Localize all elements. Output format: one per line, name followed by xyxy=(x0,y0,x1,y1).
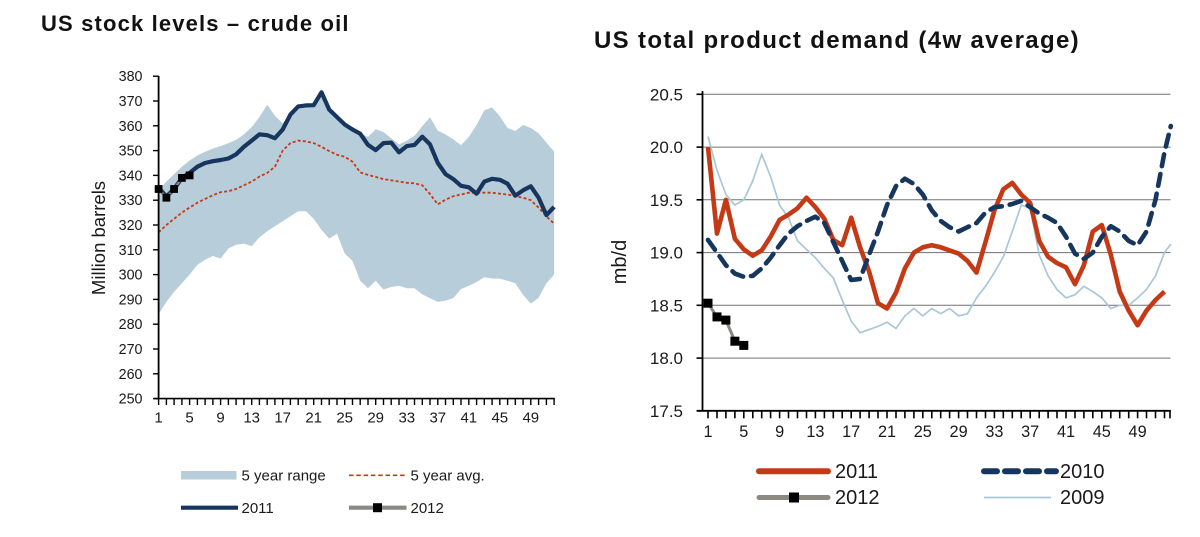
svg-text:45: 45 xyxy=(491,410,508,427)
svg-text:45: 45 xyxy=(1093,423,1111,441)
svg-text:21: 21 xyxy=(878,423,896,441)
svg-text:20.0: 20.0 xyxy=(650,138,683,157)
svg-text:380: 380 xyxy=(119,69,143,85)
svg-text:320: 320 xyxy=(119,218,143,234)
svg-text:280: 280 xyxy=(119,317,143,333)
svg-text:41: 41 xyxy=(460,410,477,427)
svg-text:300: 300 xyxy=(119,268,143,284)
svg-text:370: 370 xyxy=(119,94,143,110)
svg-text:2012: 2012 xyxy=(835,487,880,509)
svg-text:29: 29 xyxy=(367,410,384,427)
svg-text:49: 49 xyxy=(1129,423,1147,441)
svg-text:33: 33 xyxy=(398,410,415,427)
svg-text:5 year avg.: 5 year avg. xyxy=(411,468,485,485)
svg-text:2010: 2010 xyxy=(1060,461,1105,483)
svg-text:340: 340 xyxy=(119,168,143,184)
svg-text:13: 13 xyxy=(243,410,260,427)
svg-text:310: 310 xyxy=(119,243,143,259)
svg-text:19.5: 19.5 xyxy=(650,191,683,210)
svg-text:270: 270 xyxy=(119,342,143,358)
svg-text:1: 1 xyxy=(154,410,162,427)
svg-text:19.0: 19.0 xyxy=(650,244,683,263)
svg-text:2011: 2011 xyxy=(242,500,274,517)
svg-text:37: 37 xyxy=(1021,423,1039,441)
svg-text:360: 360 xyxy=(119,119,143,135)
svg-text:25: 25 xyxy=(336,410,353,427)
svg-text:260: 260 xyxy=(119,367,143,383)
svg-text:5: 5 xyxy=(739,423,748,441)
svg-text:33: 33 xyxy=(985,423,1003,441)
svg-text:290: 290 xyxy=(119,292,143,308)
svg-text:18.5: 18.5 xyxy=(650,296,683,315)
svg-text:5: 5 xyxy=(185,410,193,427)
svg-text:17: 17 xyxy=(842,423,860,441)
svg-text:41: 41 xyxy=(1057,423,1075,441)
svg-text:9: 9 xyxy=(775,423,784,441)
svg-text:13: 13 xyxy=(806,423,824,441)
svg-text:2011: 2011 xyxy=(835,461,878,483)
svg-text:9: 9 xyxy=(216,410,224,427)
svg-text:37: 37 xyxy=(429,410,446,427)
svg-text:2009: 2009 xyxy=(1060,487,1105,509)
svg-text:49: 49 xyxy=(522,410,539,427)
svg-text:25: 25 xyxy=(914,423,932,441)
svg-text:17: 17 xyxy=(274,410,291,427)
svg-text:Million barrels: Million barrels xyxy=(88,181,109,295)
svg-text:350: 350 xyxy=(119,144,143,160)
svg-text:mb/d: mb/d xyxy=(609,240,631,284)
svg-text:18.0: 18.0 xyxy=(650,349,683,368)
svg-text:20.5: 20.5 xyxy=(650,85,683,104)
svg-text:1: 1 xyxy=(703,423,712,441)
svg-text:5 year range: 5 year range xyxy=(242,468,326,485)
svg-text:250: 250 xyxy=(119,392,143,408)
svg-text:17.5: 17.5 xyxy=(650,402,683,421)
svg-text:2012: 2012 xyxy=(411,500,444,517)
svg-text:29: 29 xyxy=(950,423,968,441)
svg-text:330: 330 xyxy=(119,193,143,209)
svg-text:21: 21 xyxy=(305,410,322,427)
